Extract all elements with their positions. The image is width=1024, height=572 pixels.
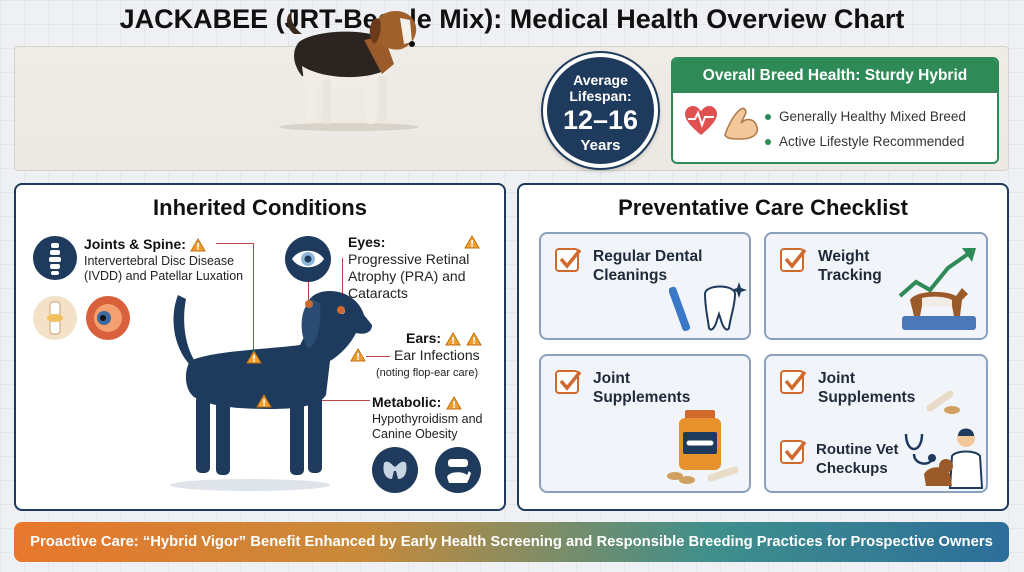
care-card-label: Joint Supplements [593, 370, 691, 406]
joints-spine-title-row: Joints & Spine: [84, 236, 207, 254]
checkbox-checked-icon [780, 370, 807, 394]
checkbox-checked-icon [555, 370, 582, 394]
page-title: JACKABEE (JRT-Beagle Mix): Medical Healt… [119, 4, 905, 34]
health-item: Generally Healthy Mixed Breed [765, 109, 966, 124]
breed-health-card: Overall Breed Health: Sturdy Hybrid Gene… [671, 57, 999, 164]
eye-anatomy-icon [86, 296, 130, 340]
heart-icon [685, 106, 717, 135]
lifespan-badge: Average Lifespan: 12–16 Years [543, 53, 658, 168]
eyes-title-row: Eyes: [348, 234, 385, 252]
knee-joint-icon [33, 296, 77, 340]
eye-marker [337, 306, 345, 314]
care-card-label: Routine Vet Checkups [816, 441, 899, 477]
lifespan-label: Average Lifespan: [569, 72, 632, 104]
joints-spine-title: Joints & Spine: [84, 236, 186, 252]
thyroid-icon [372, 447, 418, 493]
pointer-line [366, 356, 390, 357]
tooth-toothbrush-icon [669, 282, 747, 332]
care-card-joint-vet: Joint Supplements Routine Vet Checkups [764, 354, 988, 493]
care-card-joint-supplements: Joint Supplements [539, 354, 751, 493]
care-card-label: Weight Tracking [818, 248, 882, 284]
bone-supplement-icon [926, 390, 960, 414]
warning-icon [256, 394, 272, 408]
metabolic-title: Metabolic: [372, 394, 442, 410]
warning-icon [445, 331, 462, 346]
pointer-line [253, 243, 254, 353]
care-card-label: Joint Supplements [818, 370, 916, 406]
eyes-title: Eyes: [348, 234, 386, 250]
supplement-bottle-icon [667, 410, 739, 484]
ears-title-row: Ears: [406, 330, 482, 348]
inherited-conditions-title: Inherited Conditions [153, 195, 367, 220]
warning-icon [464, 235, 480, 249]
checkbox-checked-icon [780, 248, 807, 272]
joints-spine-text: Intervertebral Disc Disease (IVDD) and Pa… [84, 254, 244, 283]
care-card-weight: Weight Tracking [764, 232, 988, 340]
inherited-conditions-panel: Inherited Conditions [14, 183, 506, 511]
eye-icon [285, 236, 331, 282]
metabolic-title-row: Metabolic: [372, 394, 462, 412]
pointer-line [216, 243, 254, 244]
warning-icon [190, 237, 207, 252]
eyes-text: Progressive Retinal Atrophy (PRA) and Cata… [348, 251, 470, 301]
pointer-line [342, 258, 343, 310]
eye-marker [305, 300, 313, 308]
ears-text-1: Ear Infections [394, 347, 480, 363]
breed-health-header: Overall Breed Health: Sturdy Hybrid [673, 59, 997, 93]
warning-icon [350, 348, 366, 362]
flexed-arm-icon [724, 107, 759, 140]
care-card-label: Regular Dental Cleanings [593, 248, 703, 284]
care-card-dental: Regular Dental Cleanings [539, 232, 751, 340]
dog-silhouette [170, 291, 372, 491]
footer-banner: Proactive Care: “Hybrid Vigor” Benefit E… [14, 522, 1009, 562]
spine-icon [33, 236, 77, 280]
checkbox-checked-icon [555, 248, 582, 272]
checkbox-checked-icon [780, 440, 807, 464]
health-item: Active Lifestyle Recommended [765, 134, 964, 149]
warning-icon [246, 350, 262, 364]
beagle-photo [279, 11, 419, 131]
scale-dog-icon [435, 447, 481, 493]
warning-icon [445, 395, 462, 410]
lifespan-unit: Years [580, 137, 621, 154]
ears-title: Ears: [406, 330, 442, 346]
ears-text-2: (noting flop-ear care) [376, 367, 479, 379]
vet-stethoscope-icon [904, 428, 984, 489]
warning-icon [466, 331, 482, 346]
weight-trend-dog-icon [898, 248, 976, 330]
pointer-line [308, 282, 309, 304]
metabolic-text: Hypothyroidism and Canine Obesity [372, 412, 483, 441]
preventative-care-title: Preventative Care Checklist [618, 195, 908, 220]
lifespan-value: 12–16 [562, 105, 639, 135]
